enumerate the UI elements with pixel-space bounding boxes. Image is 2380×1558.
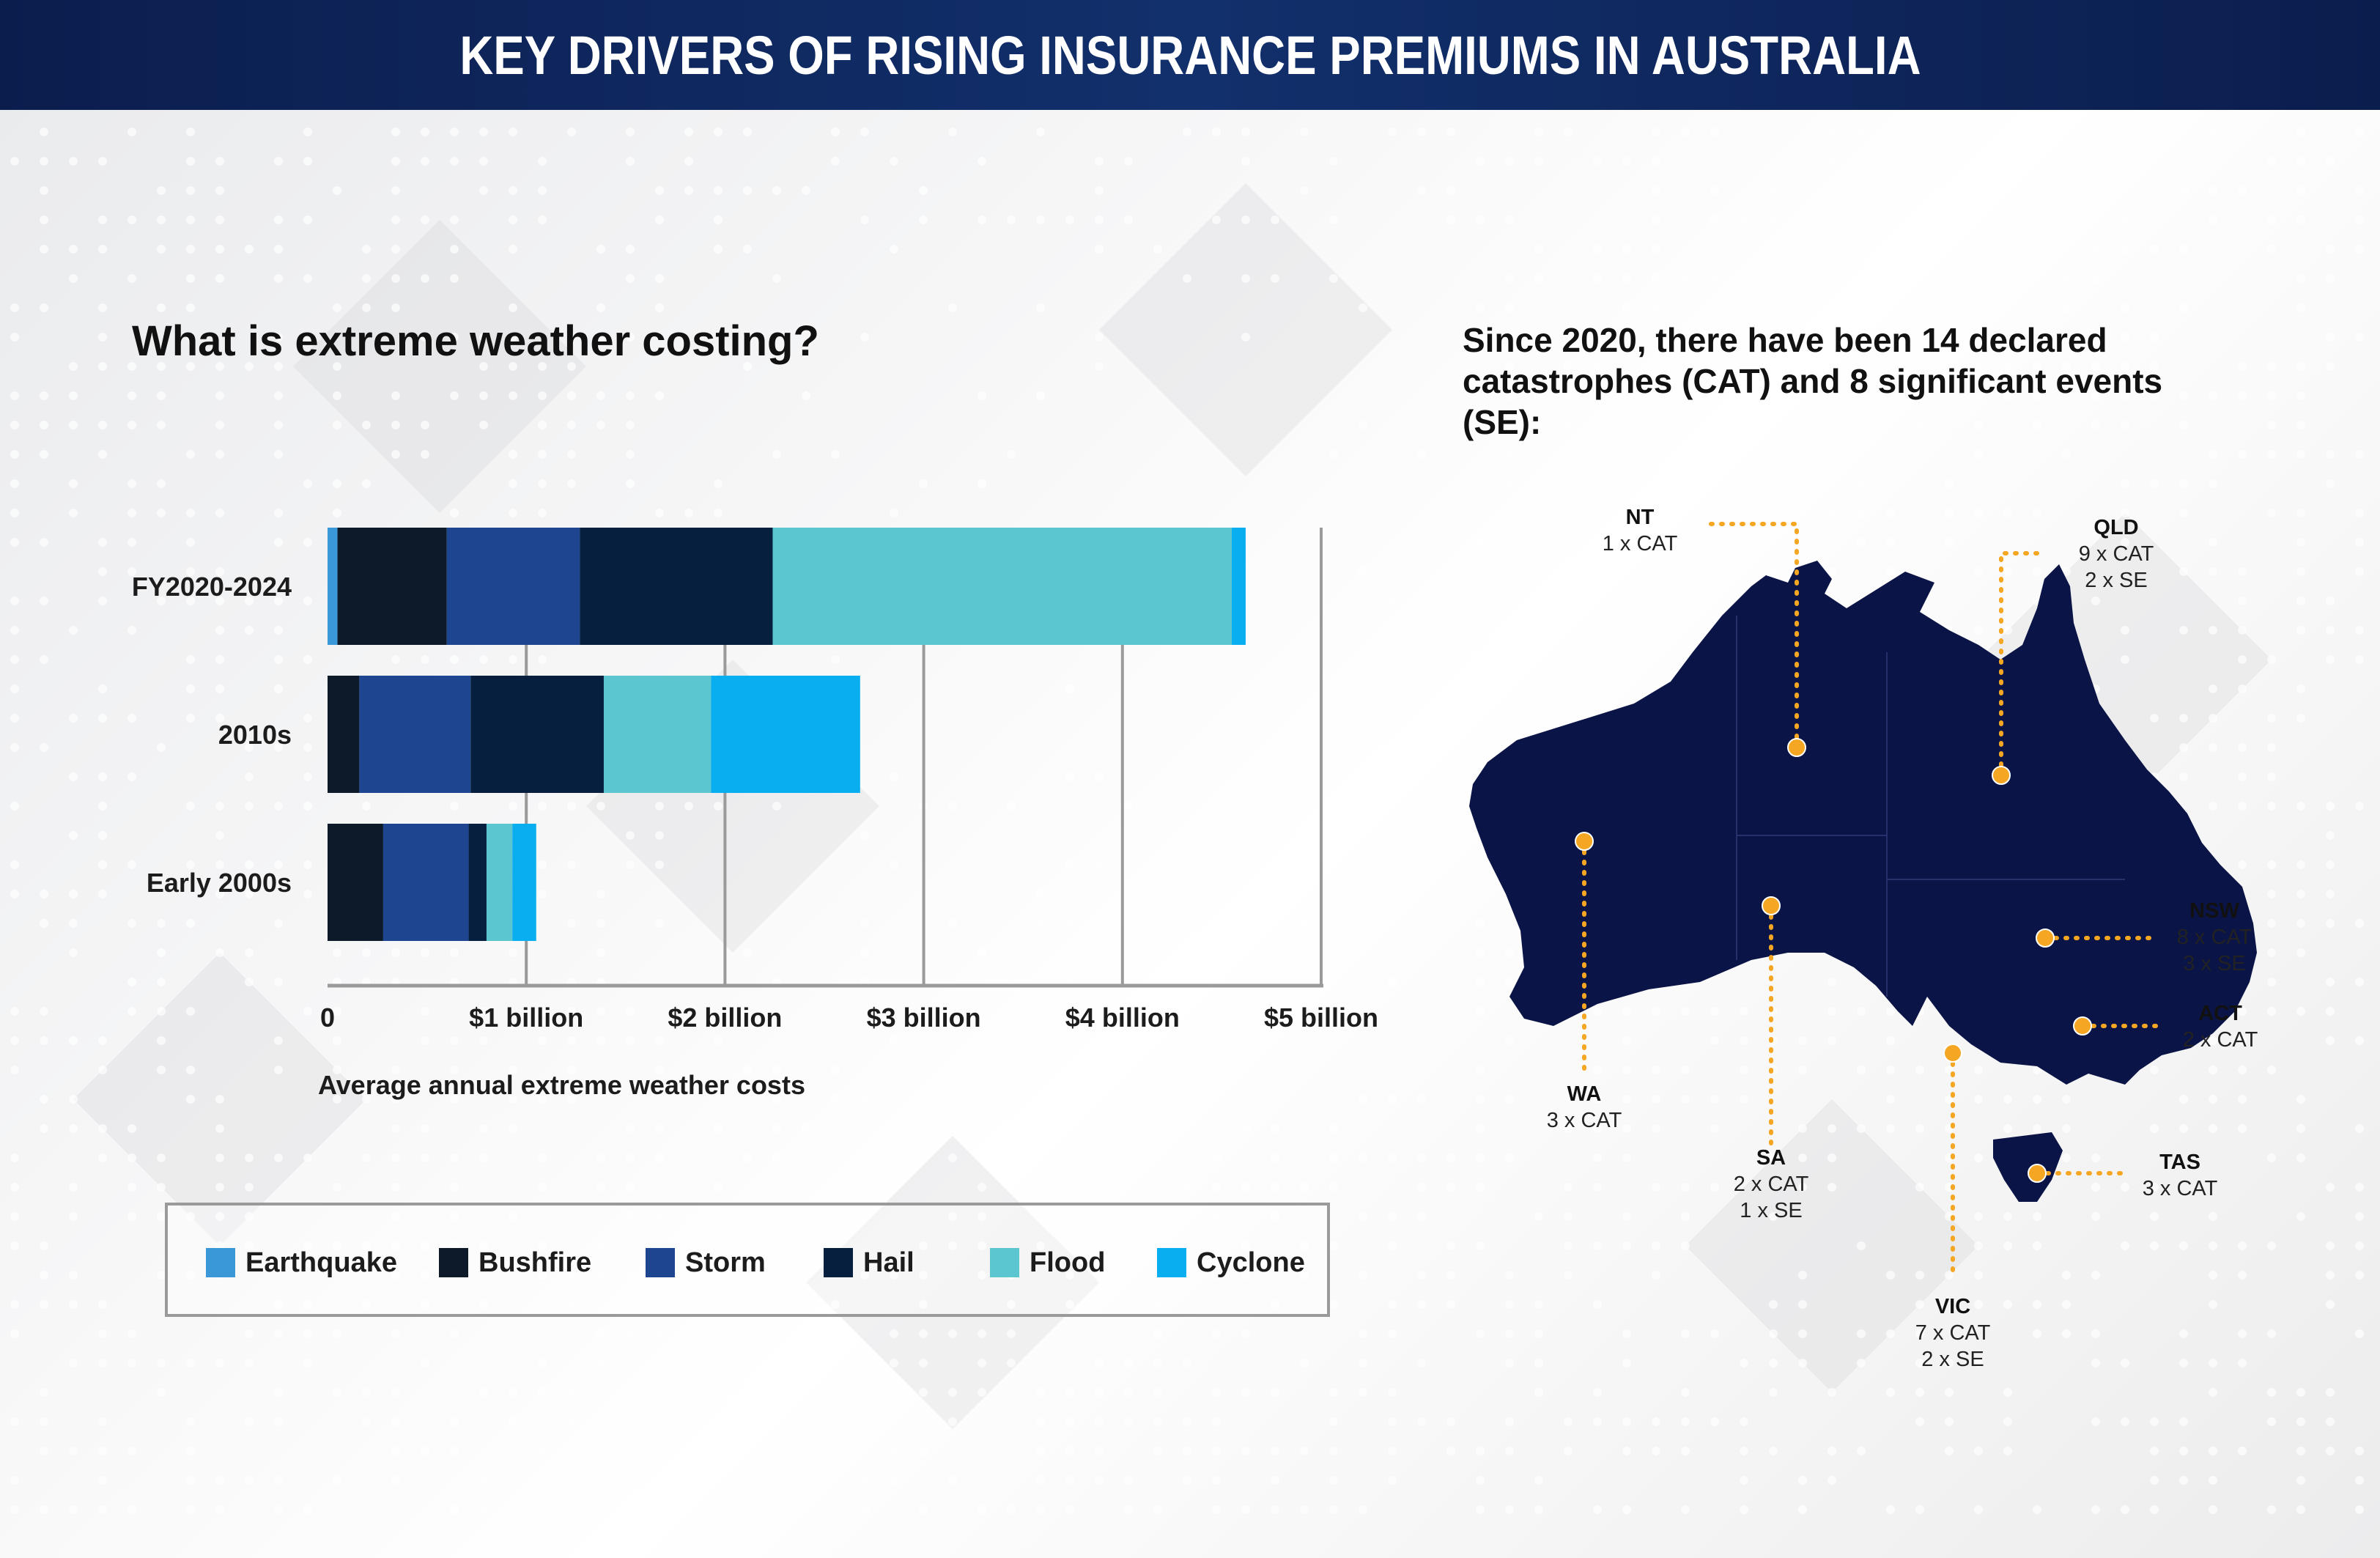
state-name: ACT [2140, 1000, 2301, 1027]
state-label-vic: VIC 7 x CAT 2 x SE [1872, 1293, 2033, 1373]
state-label-tas: TAS 3 x CAT [2099, 1149, 2261, 1202]
state-count: 2 x SE [2036, 567, 2197, 594]
state-count: 2 x CAT [2140, 1027, 2301, 1053]
state-label-act: ACT 2 x CAT [2140, 1000, 2301, 1053]
marker-wa [1575, 832, 1593, 850]
state-count: 3 x CAT [1504, 1107, 1665, 1134]
state-name: NT [1559, 504, 1721, 531]
marker-nt [1788, 739, 1806, 756]
marker-sa [1762, 897, 1780, 915]
marker-qld [1992, 767, 2010, 784]
state-name: VIC [1872, 1293, 2033, 1320]
state-count: 3 x CAT [2099, 1175, 2261, 1202]
state-count: 1 x CAT [1559, 531, 1721, 557]
tasmania [1993, 1132, 2063, 1202]
state-name: SA [1690, 1145, 1852, 1171]
state-label-nsw: NSW 8 x CAT 3 x SE [2134, 898, 2295, 977]
australia-mainland [1469, 561, 2257, 1085]
state-label-sa: SA 2 x CAT 1 x SE [1690, 1145, 1852, 1224]
marker-act [2074, 1017, 2091, 1035]
state-count: 8 x CAT [2134, 924, 2295, 950]
state-name: QLD [2036, 514, 2197, 541]
state-count: 7 x CAT [1872, 1320, 2033, 1346]
marker-vic [1944, 1044, 1962, 1062]
marker-nsw [2036, 929, 2054, 947]
marker-tas [2028, 1164, 2046, 1182]
state-count: 9 x CAT [2036, 541, 2197, 567]
state-name: NSW [2134, 898, 2295, 924]
state-name: WA [1504, 1081, 1665, 1107]
state-count: 2 x CAT [1690, 1171, 1852, 1197]
state-count: 3 x SE [2134, 950, 2295, 977]
state-label-qld: QLD 9 x CAT 2 x SE [2036, 514, 2197, 594]
state-label-wa: WA 3 x CAT [1504, 1081, 1665, 1134]
state-count: 2 x SE [1872, 1346, 2033, 1373]
state-count: 1 x SE [1690, 1197, 1852, 1224]
state-label-nt: NT 1 x CAT [1559, 504, 1721, 557]
state-name: TAS [2099, 1149, 2261, 1175]
